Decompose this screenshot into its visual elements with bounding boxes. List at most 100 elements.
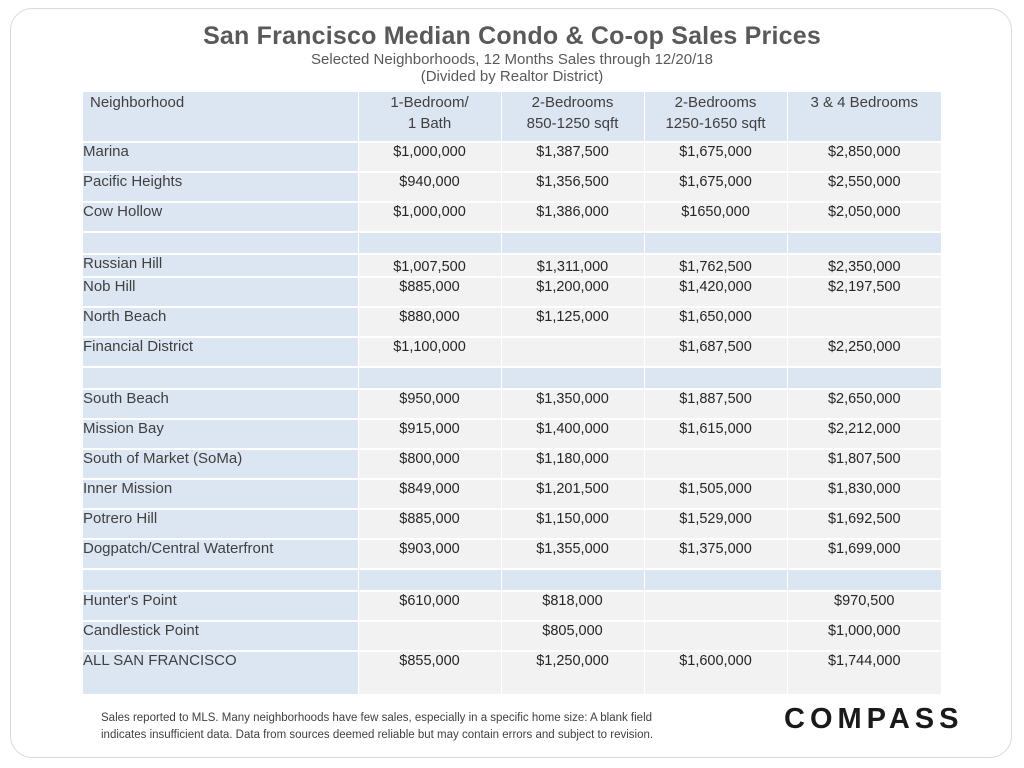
price-cell: $1,386,000 (501, 202, 645, 233)
price-cell: $1,200,000 (501, 277, 645, 308)
table-row: Nob Hill $885,000 $1,200,000 $1,420,000 $2,1… (83, 277, 941, 308)
price-cell: $1,356,500 (501, 172, 645, 203)
spacer-cell (358, 367, 502, 390)
header-two-bedroom-small: 2-Bedrooms 850-1250 sqft (501, 92, 645, 143)
price-cell: $940,000 (358, 172, 502, 203)
table-row: Cow Hollow $1,000,000 $1,386,000 $1650,000 $… (83, 202, 941, 233)
price-cell: $2,197,500 (787, 277, 941, 308)
header-three-four-bedroom-label: 3 & 4 Bedrooms (810, 94, 919, 111)
neighborhood-name: North Beach (83, 307, 359, 338)
price-cell: $800,000 (358, 449, 502, 480)
group-spacer-row (83, 569, 941, 592)
price-cell: $1,420,000 (644, 277, 788, 308)
neighborhood-name: Mission Bay (83, 419, 359, 450)
group-spacer-row (83, 367, 941, 390)
spacer-cell (644, 569, 788, 592)
price-cell: $805,000 (501, 621, 645, 652)
spacer-cell (501, 232, 645, 255)
footnote: Sales reported to MLS. Many neighborhood… (101, 710, 751, 744)
price-cell: $1,692,500 (787, 509, 941, 540)
spacer-cell (501, 569, 645, 592)
price-cell: $2,250,000 (787, 337, 941, 368)
header-one-bedroom: 1-Bedroom/ 1 Bath (358, 92, 502, 143)
group-spacer-row (83, 232, 941, 255)
price-cell: $1,125,000 (501, 307, 645, 338)
price-cell: $2,850,000 (787, 142, 941, 173)
spacer-cell (501, 367, 645, 390)
header-one-bedroom-line2: 1 Bath (407, 115, 452, 132)
price-cell: $849,000 (358, 479, 502, 510)
neighborhood-name: Dogpatch/Central Waterfront (83, 539, 359, 570)
price-cell: $1,615,000 (644, 419, 788, 450)
price-cell: $903,000 (358, 539, 502, 570)
price-cell: $1,675,000 (644, 142, 788, 173)
price-cell: $885,000 (358, 509, 502, 540)
price-cell (644, 449, 788, 480)
spacer-cell (644, 367, 788, 390)
price-cell: $1,350,000 (501, 389, 645, 420)
spacer-cell (787, 232, 941, 255)
spacer-cell (358, 232, 502, 255)
neighborhood-name: Inner Mission (83, 479, 359, 510)
table-row: Mission Bay $915,000 $1,400,000 $1,615,000 $… (83, 419, 941, 450)
neighborhood-name: Nob Hill (83, 277, 359, 308)
price-cell: $915,000 (358, 419, 502, 450)
price-cell: $818,000 (501, 591, 645, 622)
header-neighborhood-label: Neighborhood (90, 94, 185, 111)
price-cell: $1,355,000 (501, 539, 645, 570)
table-row: Dogpatch/Central Waterfront $903,000 $1,35… (83, 539, 941, 570)
neighborhood-name: South of Market (SoMa) (83, 449, 359, 480)
price-cell: $855,000 (358, 651, 502, 696)
spacer-cell (644, 232, 788, 255)
price-table: Neighborhood 1-Bedroom/ 1 Bath 2-Bedroom… (83, 92, 941, 696)
price-cell: $1,687,500 (644, 337, 788, 368)
spacer-cell (83, 569, 359, 592)
spacer-cell (787, 367, 941, 390)
price-cell: $1,311,000 (501, 254, 645, 278)
table-row: South of Market (SoMa) $800,000 $1,180,000… (83, 449, 941, 480)
neighborhood-name: Pacific Heights (83, 172, 359, 203)
table-row: Potrero Hill $885,000 $1,150,000 $1,529,000… (83, 509, 941, 540)
neighborhood-name: Candlestick Point (83, 621, 359, 652)
price-cell: $1,650,000 (644, 307, 788, 338)
neighborhood-name: Hunter's Point (83, 591, 359, 622)
price-cell (358, 621, 502, 652)
price-cell: $1,887,500 (644, 389, 788, 420)
price-cell: $1,000,000 (358, 202, 502, 233)
price-cell: $1,762,500 (644, 254, 788, 278)
price-cell: $2,650,000 (787, 389, 941, 420)
price-cell: $1,400,000 (501, 419, 645, 450)
compass-logo: COMPASS (784, 703, 964, 735)
header-two-bedroom-large: 2-Bedrooms 1250-1650 sqft (644, 92, 788, 143)
price-cell: $1650,000 (644, 202, 788, 233)
table-row: South Beach $950,000 $1,350,000 $1,887,500 $… (83, 389, 941, 420)
neighborhood-name: Financial District (83, 337, 359, 368)
page-title: San Francisco Median Condo & Co-op Sales… (203, 22, 821, 50)
neighborhood-name: Russian Hill (83, 254, 359, 278)
price-cell: $2,550,000 (787, 172, 941, 203)
price-cell: $610,000 (358, 591, 502, 622)
table-row: ALL SAN FRANCISCO $855,000 $1,250,000 $1,60… (83, 651, 941, 696)
price-cell (787, 307, 941, 338)
neighborhood-name: Cow Hollow (83, 202, 359, 233)
price-cell: $2,050,000 (787, 202, 941, 233)
price-cell: $1,807,500 (787, 449, 941, 480)
price-cell: $1,000,000 (358, 142, 502, 173)
header-two-bedroom-large-line1: 2-Bedrooms (674, 94, 757, 111)
price-cell: $880,000 (358, 307, 502, 338)
price-cell: $1,600,000 (644, 651, 788, 696)
price-cell: $1,250,000 (501, 651, 645, 696)
footnote-line-1: Sales reported to MLS. Many neighborhood… (101, 712, 653, 724)
table-row: Russian Hill $1,007,500 $1,311,000 $1,762,5… (83, 254, 941, 278)
table-row: Marina $1,000,000 $1,387,500 $1,675,000 $2,8… (83, 142, 941, 173)
spacer-cell (83, 367, 359, 390)
price-cell: $1,387,500 (501, 142, 645, 173)
header-neighborhood: Neighborhood (83, 92, 359, 143)
price-cell: $1,529,000 (644, 509, 788, 540)
header-two-bedroom-small-line2: 850-1250 sqft (526, 115, 619, 132)
table-row: Candlestick Point $805,000 $1,000,000 (83, 621, 941, 652)
price-cell: $1,201,500 (501, 479, 645, 510)
table-body: Marina $1,000,000 $1,387,500 $1,675,000 $2,8… (83, 142, 941, 696)
price-cell: $1,150,000 (501, 509, 645, 540)
neighborhood-name: Potrero Hill (83, 509, 359, 540)
